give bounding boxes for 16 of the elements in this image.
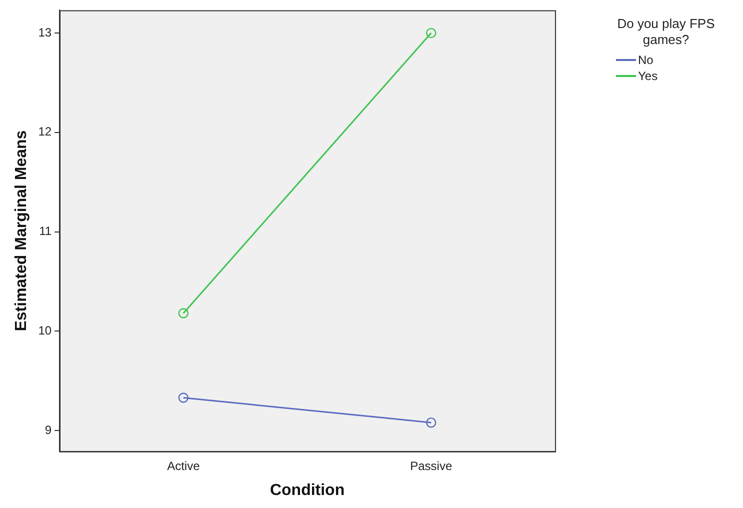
y-tick-label: 13: [38, 25, 52, 40]
point: [426, 417, 436, 428]
x-tick-label: Active: [167, 458, 200, 473]
point: [178, 308, 189, 318]
y-tick-label: 10: [38, 323, 52, 338]
point: [426, 28, 436, 38]
legend-label: Yes: [638, 69, 658, 83]
legend-label: No: [638, 53, 654, 67]
y-axis-title: Estimated Marginal Means: [13, 130, 30, 332]
y-tick-label: 11: [39, 224, 52, 238]
y-tick-label: 12: [38, 124, 52, 139]
y-tick-label: 9: [44, 422, 52, 437]
legend-title: Do you play FPS games?: [616, 16, 716, 48]
x-tick-label: Passive: [410, 458, 452, 473]
x-axis-title: Condition: [270, 482, 345, 499]
point: [178, 392, 189, 403]
